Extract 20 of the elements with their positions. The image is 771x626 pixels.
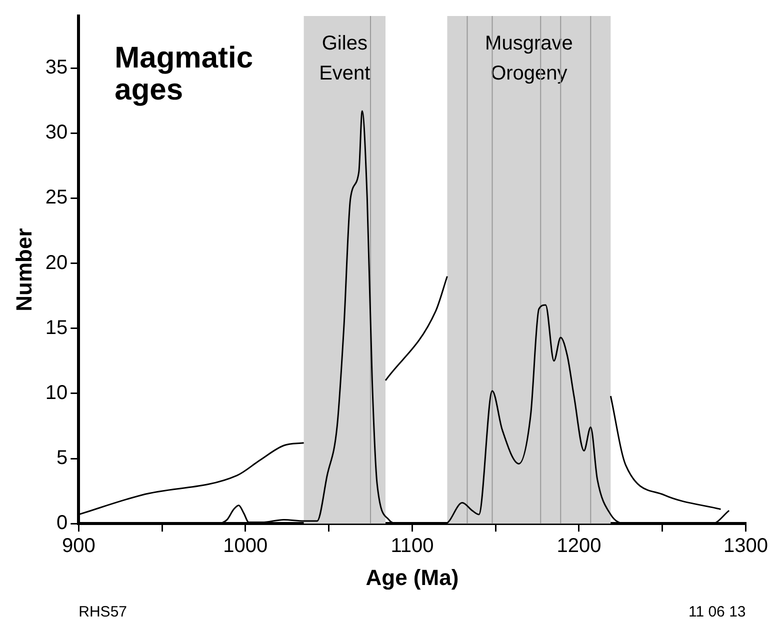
y-tick-label: 30 (45, 122, 68, 144)
x-tick-label: 1000 (223, 535, 268, 558)
x-tick-label: 1200 (556, 535, 602, 558)
y-tick-label: 10 (45, 382, 68, 404)
x-tick-label: 1300 (724, 535, 768, 558)
text: Magmatic ages (114, 41, 254, 106)
y-tick-label: 25 (45, 186, 68, 209)
text: 11 06 13 (688, 604, 746, 621)
y-tick-label: 0 (56, 512, 68, 534)
text: RHS57 (78, 604, 128, 621)
band-label: Musgrave Orogeny (485, 32, 573, 85)
band-label: Giles Event (319, 32, 371, 85)
x-axis-title: Age (Ma) (366, 564, 459, 590)
y-tick-label: 35 (45, 56, 68, 79)
y-tick-label: 20 (45, 252, 68, 274)
x-tick-label: 900 (62, 535, 96, 558)
y-axis-title: Number (11, 228, 36, 312)
y-tick-label: 15 (45, 316, 68, 339)
x-tick-label: 1100 (390, 535, 434, 558)
y-tick-label: 5 (56, 447, 68, 470)
